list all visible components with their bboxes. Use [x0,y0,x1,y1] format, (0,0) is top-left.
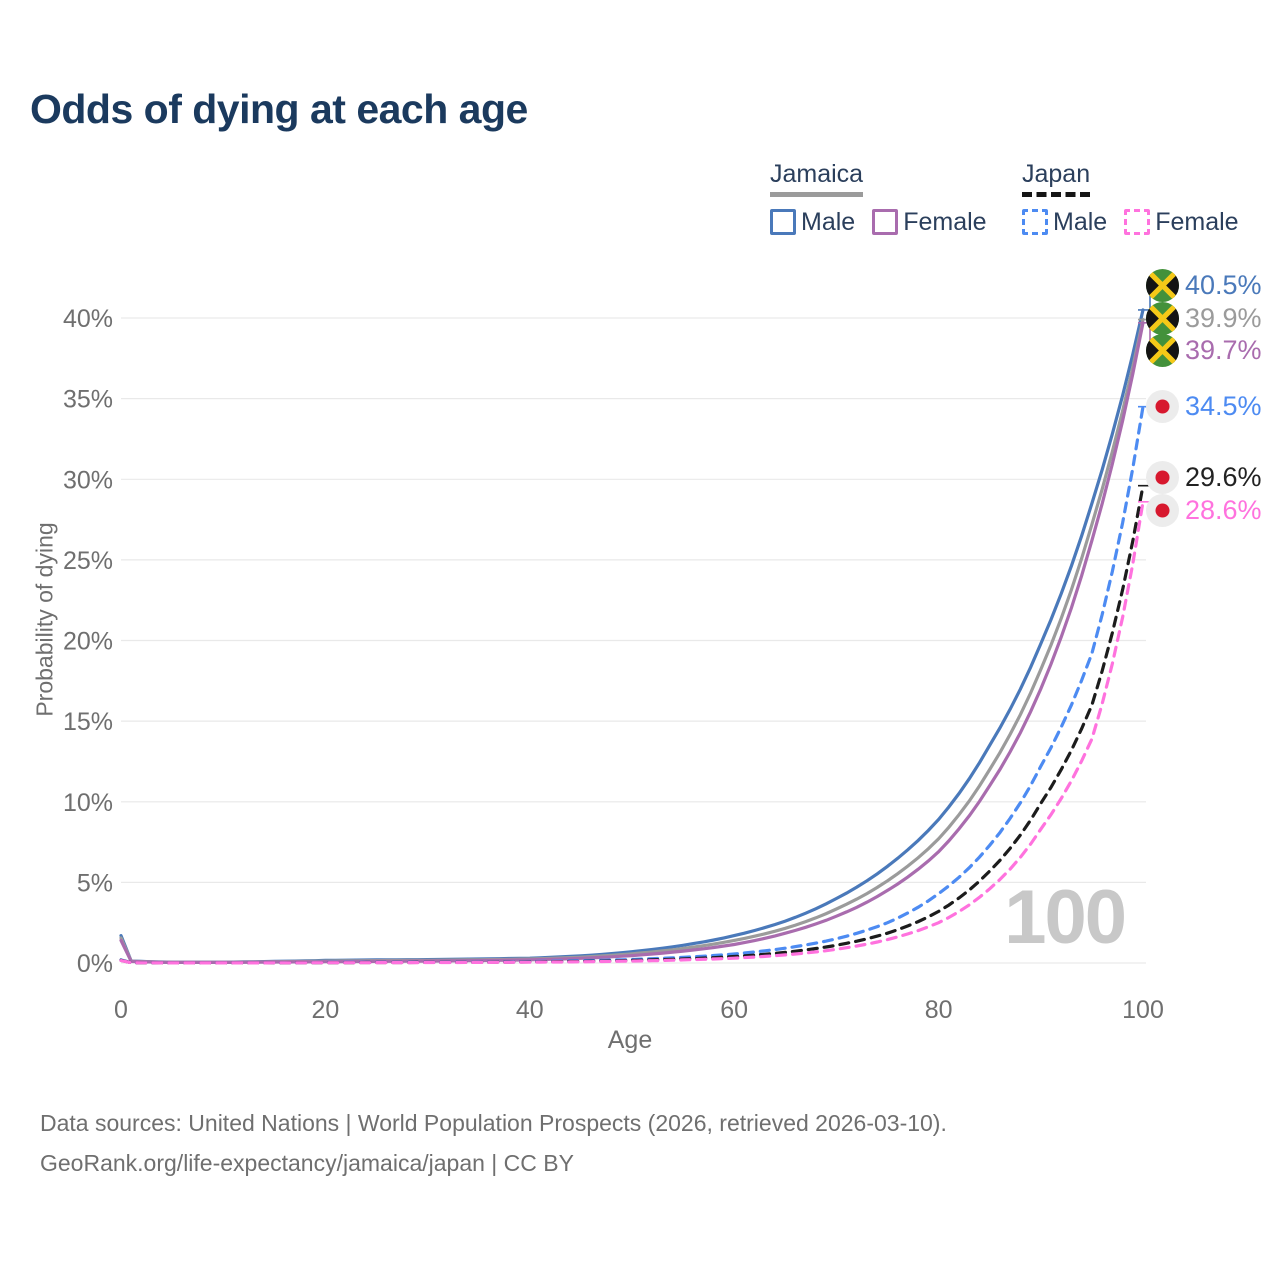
end-label-japan-male: 34.5% [1146,389,1262,423]
japan-flag-icon [1146,389,1179,423]
chart-title: Odds of dying at each age [30,86,528,132]
y-tick-label: 20% [63,628,113,656]
y-tick-label: 15% [63,708,113,736]
series-line-jamaica-female [119,321,1145,964]
end-value-japan-male: 34.5% [1185,390,1262,421]
y-tick-label: 25% [63,547,113,575]
x-axis-title: Age [607,1026,653,1054]
jamaica-flag-icon [1146,268,1179,302]
legend-swatch-jamaica-male-icon[interactable] [770,209,796,235]
legend-group-jamaica: Jamaica Male Female [770,160,1004,237]
end-value-japan-female: 28.6% [1185,494,1262,525]
attribution-line: GeoRank.org/life-expectancy/jamaica/japa… [40,1150,574,1176]
japan-flag-icon [1146,493,1179,527]
legend-swatch-japan-female-icon[interactable] [1124,209,1151,235]
data-source-line: Data sources: United Nations | World Pop… [40,1110,947,1136]
x-tick-label: 20 [311,996,339,1024]
jamaica-flag-icon [1146,333,1179,367]
legend-swatch-japan-male-icon[interactable] [1022,209,1048,235]
y-axis-title: Probability of dying [31,522,58,717]
legend-label-japan-male: Male [1053,207,1108,236]
legend-label-jamaica-female: Female [903,207,987,236]
end-label-japan-both: 29.6% [1146,460,1262,494]
end-label-jamaica-female: 39.7% [1146,333,1262,367]
end-value-jamaica-male: 40.5% [1185,269,1262,300]
end-value-japan-both: 29.6% [1185,461,1262,492]
x-tick-label: 40 [516,996,544,1024]
jamaica-flag-icon [1146,301,1179,335]
end-label-japan-female: 28.6% [1146,493,1262,527]
end-label-jamaica-male: 40.5% [1146,268,1262,302]
y-tick-label: 0% [77,950,113,978]
y-tick-label: 40% [63,305,113,333]
y-tick-label: 5% [77,869,113,897]
japan-flag-icon [1146,460,1179,494]
x-tick-label: 0 [114,996,128,1024]
legend-item-jamaica-female[interactable]: Female [872,207,987,237]
legend-label-jamaica-male: Male [801,207,856,236]
end-value-jamaica-both: 39.9% [1185,302,1262,333]
legend-swatch-jamaica-female-icon[interactable] [872,209,899,235]
legend-item-japan-female[interactable]: Female [1124,207,1239,237]
series-line-japan-female [119,500,1145,965]
legend-item-jamaica-male[interactable]: Male [770,208,855,237]
legend-country-japan[interactable]: Japan [1022,160,1091,197]
series-line-jamaica-male [119,308,1145,964]
end-value-jamaica-female: 39.7% [1185,334,1262,365]
legend-row-japan: Male Female [1022,208,1256,237]
legend-item-japan-male[interactable]: Male [1022,208,1107,237]
x-tick-label: 80 [925,996,953,1024]
y-tick-label: 35% [63,386,113,414]
legend-label-japan-female: Female [1155,207,1239,236]
legend-country-jamaica[interactable]: Jamaica [770,160,864,197]
age-counter-watermark: 100 [1004,875,1127,960]
x-tick-label: 60 [720,996,748,1024]
end-label-jamaica-both: 39.9% [1146,301,1262,335]
legend-row-jamaica: Male Female [770,208,1004,237]
x-tick-label: 100 [1122,996,1164,1024]
y-tick-label: 10% [63,789,113,817]
legend-group-japan: Japan Male Female [1022,160,1256,237]
y-tick-label: 30% [63,466,113,494]
